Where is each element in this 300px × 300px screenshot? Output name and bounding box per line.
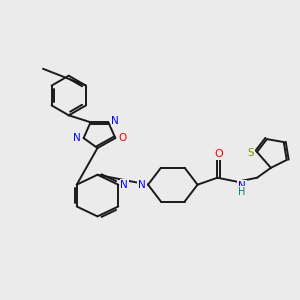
Text: N: N: [238, 181, 246, 191]
Text: O: O: [214, 149, 223, 159]
Text: O: O: [118, 133, 126, 143]
Text: H: H: [238, 187, 246, 196]
Text: N: N: [120, 180, 128, 190]
Text: N: N: [111, 116, 119, 126]
Text: S: S: [248, 148, 254, 158]
Text: N: N: [73, 133, 81, 143]
Text: N: N: [138, 180, 146, 190]
